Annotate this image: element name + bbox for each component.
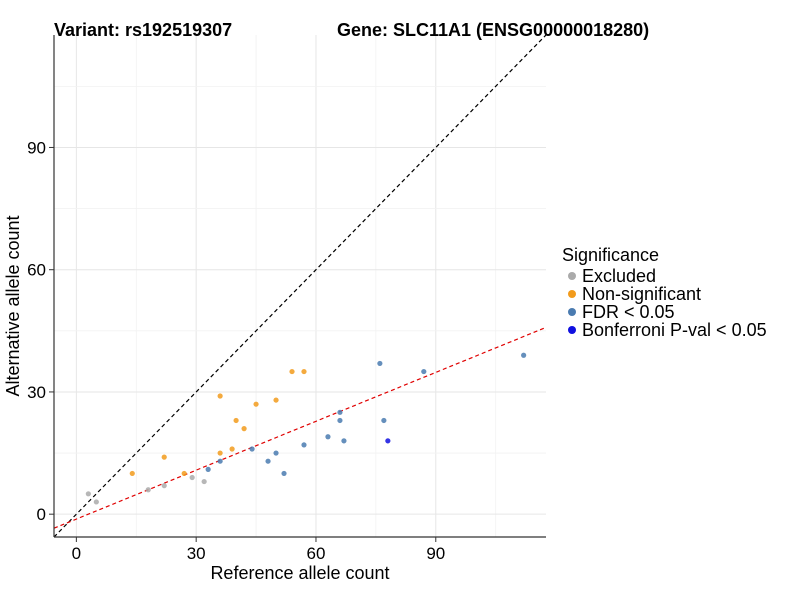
legend-swatch-excluded — [568, 272, 576, 280]
legend-item-non-significant: Non-significant — [562, 285, 767, 303]
point-excluded — [189, 474, 195, 481]
y-tick-label: 90 — [27, 138, 46, 157]
point-excluded — [161, 483, 167, 489]
y-tick-label: 60 — [27, 261, 46, 280]
point-non-significant — [289, 368, 295, 375]
point-fdr-0-05 — [265, 458, 271, 464]
point-fdr-0-05 — [337, 409, 343, 415]
identity-line — [54, 35, 546, 537]
legend-item-fdr: FDR < 0.05 — [562, 303, 767, 321]
point-fdr-0-05 — [217, 458, 223, 464]
legend-swatch-non-significant — [568, 290, 576, 298]
point-non-significant — [181, 470, 187, 477]
x-axis-title: Reference allele count — [210, 563, 389, 583]
point-fdr-0-05 — [337, 417, 343, 424]
point-non-significant — [273, 397, 279, 403]
point-excluded — [145, 487, 151, 493]
x-tick-label: 90 — [426, 544, 445, 563]
legend-label-excluded: Excluded — [582, 266, 657, 286]
legend-item-bonferroni: Bonferroni P-val < 0.05 — [562, 321, 767, 339]
legend-swatch-bonferroni — [568, 326, 576, 334]
chart-title-variant: Variant: rs192519307 — [54, 20, 233, 40]
x-tick-label: 30 — [187, 544, 206, 563]
point-non-significant — [233, 417, 239, 424]
legend-item-excluded: Excluded — [562, 267, 767, 285]
point-fdr-0-05 — [301, 442, 307, 448]
point-fdr-0-05 — [325, 434, 331, 440]
point-non-significant — [301, 368, 307, 375]
chart-title-gene: Gene: SLC11A1 (ENSG00000018280) — [337, 20, 650, 40]
legend-title: Significance — [562, 245, 660, 265]
point-non-significant — [241, 426, 247, 432]
legend: Significance Excluded Non-significant FD… — [562, 245, 767, 339]
y-tick-label: 0 — [37, 505, 46, 524]
legend-label-fdr: FDR < 0.05 — [582, 302, 675, 322]
point-non-significant — [217, 393, 223, 399]
y-tick-label: 30 — [27, 383, 46, 402]
point-non-significant — [129, 470, 135, 477]
point-fdr-0-05 — [281, 470, 287, 477]
x-tick-label: 0 — [72, 544, 81, 563]
point-fdr-0-05 — [205, 466, 211, 472]
point-fdr-0-05 — [273, 450, 279, 456]
y-axis-title: Alternative allele count — [3, 215, 23, 396]
point-excluded — [85, 491, 91, 497]
point-fdr-0-05 — [341, 438, 347, 444]
legend-label-non-significant: Non-significant — [582, 284, 702, 304]
point-fdr-0-05 — [521, 352, 527, 358]
point-excluded — [201, 478, 207, 485]
point-fdr-0-05 — [377, 360, 383, 367]
legend-label-bonferroni: Bonferroni P-val < 0.05 — [582, 320, 767, 340]
point-bonferroni-p-val-0-05 — [385, 438, 391, 444]
point-non-significant — [229, 446, 235, 452]
point-non-significant — [217, 450, 223, 456]
point-non-significant — [253, 401, 259, 407]
point-fdr-0-05 — [249, 446, 255, 452]
legend-swatch-fdr — [568, 308, 576, 316]
point-non-significant — [161, 454, 167, 460]
point-fdr-0-05 — [421, 368, 427, 375]
x-tick-label: 60 — [307, 544, 326, 563]
point-excluded — [93, 499, 99, 505]
point-fdr-0-05 — [381, 417, 387, 424]
regression-line — [54, 326, 546, 529]
